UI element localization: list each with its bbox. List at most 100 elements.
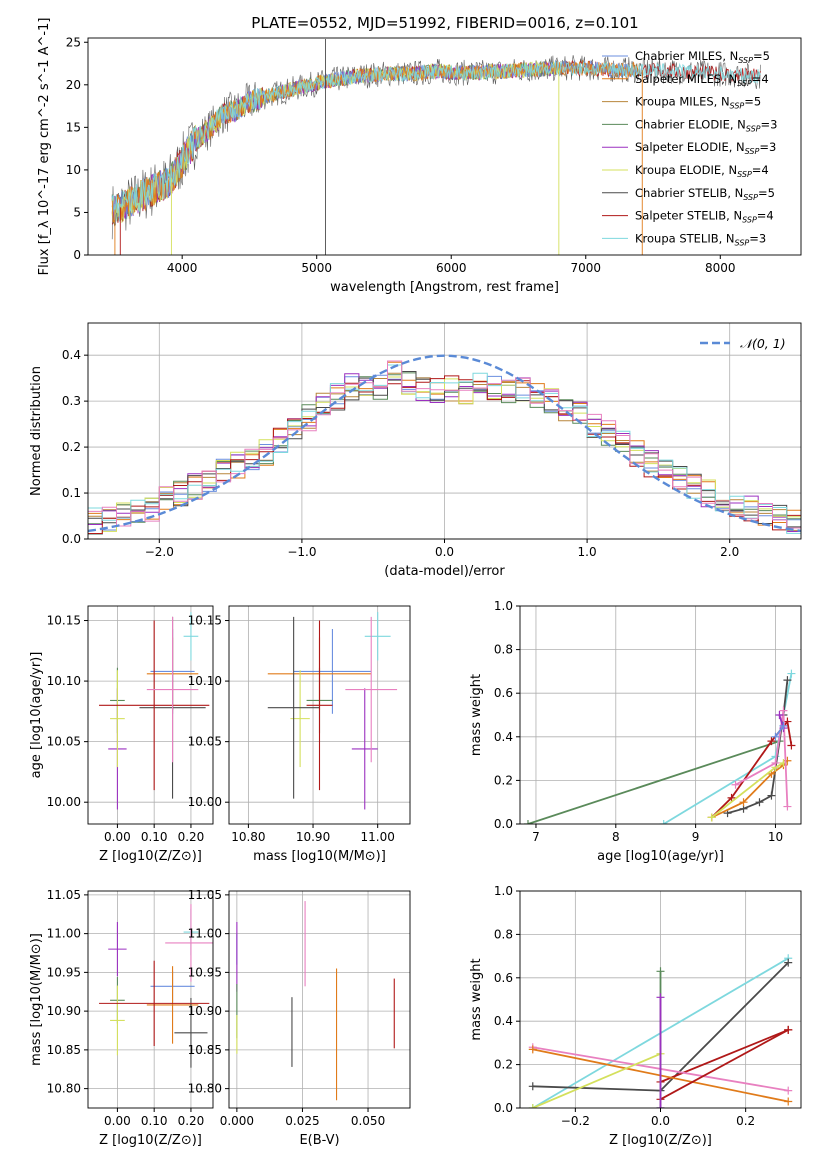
plus-marker <box>739 798 748 807</box>
histogram-step <box>88 364 801 534</box>
normal-curve <box>88 354 801 533</box>
y-axis-label: Normed distribution <box>29 366 44 496</box>
legend-entry: Chabrier STELIB, NSSP=5 <box>635 186 775 202</box>
y-tick-label: 0.2 <box>494 773 513 787</box>
x-axis-label: mass [log10(M/M⊙)] <box>253 849 386 864</box>
spectrum-line <box>111 60 560 226</box>
y-tick-label: 5 <box>73 205 81 219</box>
x-tick-label: 10.90 <box>296 830 330 844</box>
plus-marker <box>528 1082 537 1091</box>
plus-marker <box>779 721 788 730</box>
y-axis-label: mass weight <box>469 674 484 756</box>
legend-entry: Chabrier MILES, NSSP=5 <box>635 49 770 65</box>
plot-area <box>99 612 210 810</box>
plot-area <box>111 39 761 255</box>
figure-title: PLATE=0552, MJD=51992, FIBERID=0016, z=0… <box>251 14 638 32</box>
y-tick-label: 0.0 <box>62 532 81 546</box>
plus-marker <box>787 741 796 750</box>
y-tick-label: 0.2 <box>494 1058 513 1072</box>
x-axis-label: (data-model)/error <box>384 564 505 579</box>
plus-marker <box>707 813 716 822</box>
plus-marker <box>784 1025 793 1034</box>
y-tick-label: 10.95 <box>47 965 81 979</box>
plus-marker <box>656 967 665 976</box>
x-axis-label: wavelength [Angstrom, rest frame] <box>330 280 559 295</box>
y-tick-label: 10.90 <box>47 1004 81 1018</box>
x-tick-label: 0.0 <box>651 1114 670 1128</box>
x-tick-label: 8 <box>612 830 620 844</box>
plot-area <box>88 354 801 535</box>
x-tick-label: 7 <box>532 830 540 844</box>
x-tick-label: 0.00 <box>104 830 131 844</box>
plot-area <box>267 612 398 810</box>
y-tick-label: 10.05 <box>188 735 222 749</box>
plus-marker <box>787 669 796 678</box>
y-tick-label: 1.0 <box>494 884 513 898</box>
x-tick-label: 0.10 <box>141 830 168 844</box>
axes-frame <box>87 605 214 825</box>
y-tick-label: 10.10 <box>47 674 81 688</box>
x-tick-label: −1.0 <box>287 545 316 559</box>
plus-marker <box>775 711 784 719</box>
y-tick-label: 0.0 <box>494 817 513 831</box>
legend-entry: Chabrier ELODIE, NSSP=3 <box>635 117 777 133</box>
series-line <box>774 725 785 738</box>
x-tick-label: 5000 <box>301 261 332 275</box>
y-tick-label: 0.3 <box>62 394 81 408</box>
x-tick-label: 7000 <box>570 261 601 275</box>
x-tick-label: 6000 <box>436 261 467 275</box>
x-tick-label: 0.0 <box>435 545 454 559</box>
histogram-step <box>88 371 801 528</box>
y-tick-label: 0.8 <box>494 927 513 941</box>
plus-marker <box>771 758 780 767</box>
y-tick-label: 10.90 <box>188 1004 222 1018</box>
x-tick-label: 0.20 <box>178 1114 205 1128</box>
x-tick-label: 0.000 <box>220 1114 254 1128</box>
legend-entry: Salpeter ELODIE, NSSP=3 <box>635 140 776 156</box>
spectrum-line <box>111 59 640 223</box>
plot-area <box>236 901 395 1101</box>
plus-marker <box>767 737 776 746</box>
y-tick-label: 10.85 <box>188 1043 222 1057</box>
y-tick-label: 10.10 <box>188 674 222 688</box>
x-tick-label: 10.80 <box>231 830 265 844</box>
y-tick-label: 10.00 <box>47 795 81 809</box>
plus-marker <box>779 706 788 715</box>
y-tick-label: 11.00 <box>47 927 81 941</box>
plus-marker <box>767 791 776 800</box>
plus-marker <box>727 793 736 802</box>
x-tick-label: 4000 <box>167 261 198 275</box>
panel-7: 0.000 0.025 0.050 10.80 10.85 10.90 10.95 11.00… <box>188 888 411 1148</box>
plus-marker <box>755 798 764 807</box>
legend-entry: 𝒩(0, 1) <box>740 336 786 351</box>
plot-area <box>523 669 796 824</box>
y-tick-label: 11.00 <box>188 927 222 941</box>
y-tick-label: 0.4 <box>494 730 513 744</box>
axes-frame <box>87 37 802 256</box>
x-tick-label: 9 <box>692 830 700 844</box>
plus-marker <box>656 1104 665 1108</box>
series-line <box>660 1029 789 1101</box>
plus-marker <box>784 958 793 967</box>
y-axis-label: age [log10(age/yr)] <box>29 652 44 779</box>
plus-marker <box>523 820 532 824</box>
histogram-step <box>88 360 801 529</box>
series-line <box>660 1029 789 1083</box>
y-tick-label: 10.15 <box>188 614 222 628</box>
y-tick-label: 10.05 <box>47 735 81 749</box>
legend-entry: Kroupa ELODIE, NSSP=4 <box>635 163 769 179</box>
plus-marker <box>659 820 668 824</box>
y-tick-label: 25 <box>66 35 81 49</box>
plus-marker <box>783 676 792 685</box>
panel-8: −0.2 0.0 0.2 0.0 0.2 0.4 0.6 0.8 1.0 Z [log10(Z/Z… <box>469 884 802 1148</box>
plus-marker <box>528 1045 537 1054</box>
y-tick-label: 10.15 <box>47 614 81 628</box>
y-tick-label: 0.2 <box>62 440 81 454</box>
y-tick-label: 15 <box>66 120 81 134</box>
y-tick-label: 11.05 <box>188 888 222 902</box>
y-axis-label: Flux [f_λ 10^-17 erg cm^-2 s^-1 A^-1] <box>37 18 52 276</box>
y-tick-label: 10.95 <box>188 965 222 979</box>
y-tick-label: 10.80 <box>47 1082 81 1096</box>
panel-2: −2.0 −1.0 0.0 1.0 2.0 0.0 0.1 0.2 0.3 0.4 (data-mo… <box>29 322 802 579</box>
